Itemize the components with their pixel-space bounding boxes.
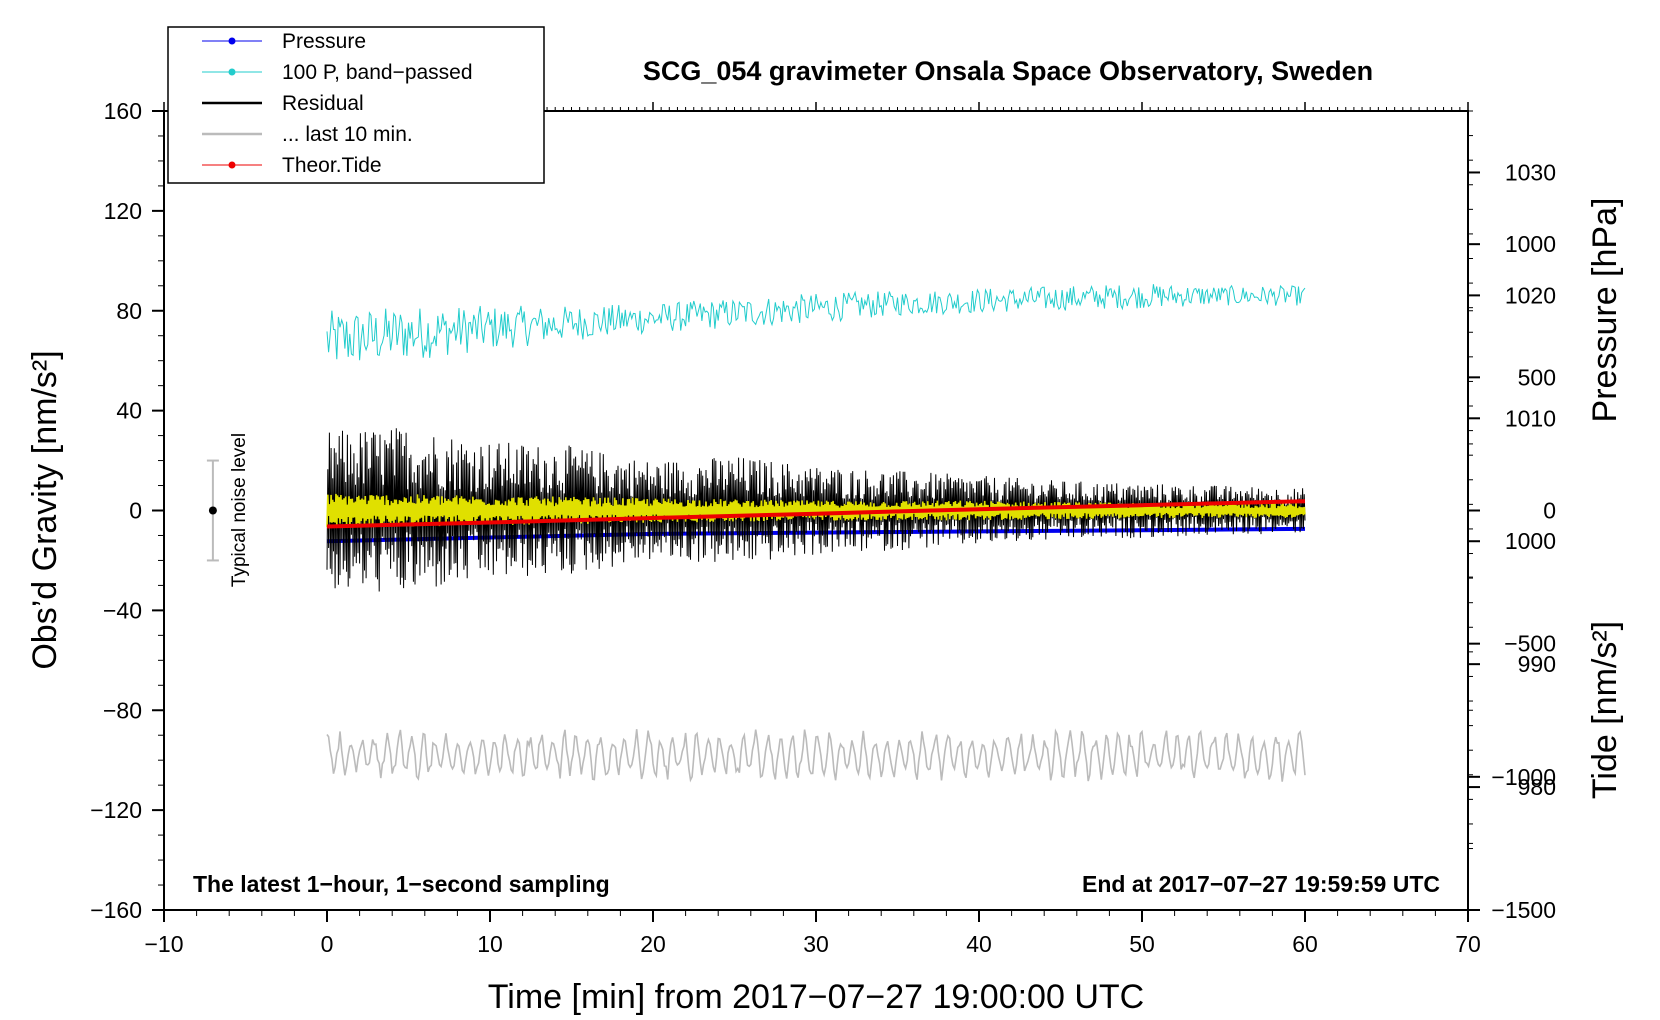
x-tick-label: −10	[144, 931, 183, 957]
legend-label: Pressure	[282, 30, 366, 53]
annotation-left: The latest 1−hour, 1−second sampling	[193, 871, 610, 897]
y-pressure-tick-label: 1010	[1505, 405, 1556, 431]
legend-items: Pressure 100 P, band−passed Residual ... la…	[202, 30, 473, 177]
y-tide-tick-label: 0	[1543, 498, 1556, 524]
y-left-tick-label: 0	[129, 498, 142, 524]
y-left-tick-label: 120	[104, 198, 142, 224]
y-tide-tick-label: 500	[1518, 364, 1556, 390]
y-tide-tick-label: −500	[1504, 631, 1556, 657]
series-layer	[326, 284, 1306, 783]
legend: Pressure 100 P, band−passed Residual ... la…	[167, 26, 545, 184]
noise-point	[208, 506, 217, 515]
y-left-tick-label: −160	[90, 897, 142, 923]
y-pressure-tick-label: 1000	[1505, 528, 1556, 554]
series-filtered-residual	[326, 493, 1306, 528]
series-last-10-min	[326, 728, 1306, 783]
x-tick-label: 70	[1455, 931, 1481, 957]
y-left-tick-label: −80	[103, 697, 142, 723]
series-bandpassed-pressure	[326, 284, 1306, 361]
y-pressure-tick-label: 980	[1518, 774, 1556, 800]
axes-layer: −10 0 10 20 30 40 50 60 70−160−120−80−4004080120…	[90, 98, 1556, 957]
y-pressure-tick-label: 1030	[1505, 159, 1556, 185]
legend-label: ... last 10 min.	[282, 123, 413, 146]
noise-level-marker	[206, 459, 219, 562]
y-axis-title-pressure: Pressure [hPa]	[1586, 198, 1624, 423]
y-left-tick-label: 40	[116, 398, 142, 424]
series-residual	[326, 428, 1306, 592]
x-axis-title: Time [min] from 2017−07−27 19:00:00 UTC	[488, 978, 1144, 1016]
y-pressure-tick-label: 990	[1518, 651, 1556, 677]
y-pressure-tick-label: 1020	[1505, 282, 1556, 308]
y-left-tick-label: −120	[90, 797, 142, 823]
y-axis-title-left: Obs’d Gravity [nm/s²]	[26, 350, 64, 669]
legend-marker	[228, 161, 236, 169]
x-tick-label: 0	[321, 931, 334, 957]
y-left-tick-label: 160	[104, 98, 142, 124]
y-tide-tick-label: 1000	[1505, 231, 1556, 257]
y-tide-tick-label: −1500	[1491, 897, 1556, 923]
legend-box	[167, 26, 545, 184]
y-left-tick-label: 80	[116, 298, 142, 324]
chart-title: SCG_054 gravimeter Onsala Space Observat…	[643, 56, 1373, 86]
x-tick-label: 60	[1292, 931, 1318, 957]
x-tick-label: 40	[966, 931, 992, 957]
legend-marker	[228, 37, 236, 45]
x-tick-label: 30	[803, 931, 829, 957]
legend-label: 100 P, band−passed	[282, 61, 473, 84]
noise-level-label: Typical noise level	[229, 433, 250, 587]
legend-label: Residual	[282, 92, 364, 115]
legend-label: Theor.Tide	[282, 154, 382, 177]
series-theor-tide	[326, 499, 1306, 529]
plot-frame	[163, 110, 1469, 911]
x-tick-label: 10	[477, 931, 503, 957]
y-tide-tick-label: −1000	[1491, 764, 1556, 790]
legend-marker	[228, 68, 236, 76]
x-tick-label: 50	[1129, 931, 1155, 957]
x-tick-label: 20	[640, 931, 666, 957]
y-left-tick-label: −40	[103, 597, 142, 623]
annotation-right: End at 2017−07−27 19:59:59 UTC	[1082, 871, 1440, 897]
y-axis-title-tide: Tide [nm/s²]	[1586, 621, 1624, 799]
